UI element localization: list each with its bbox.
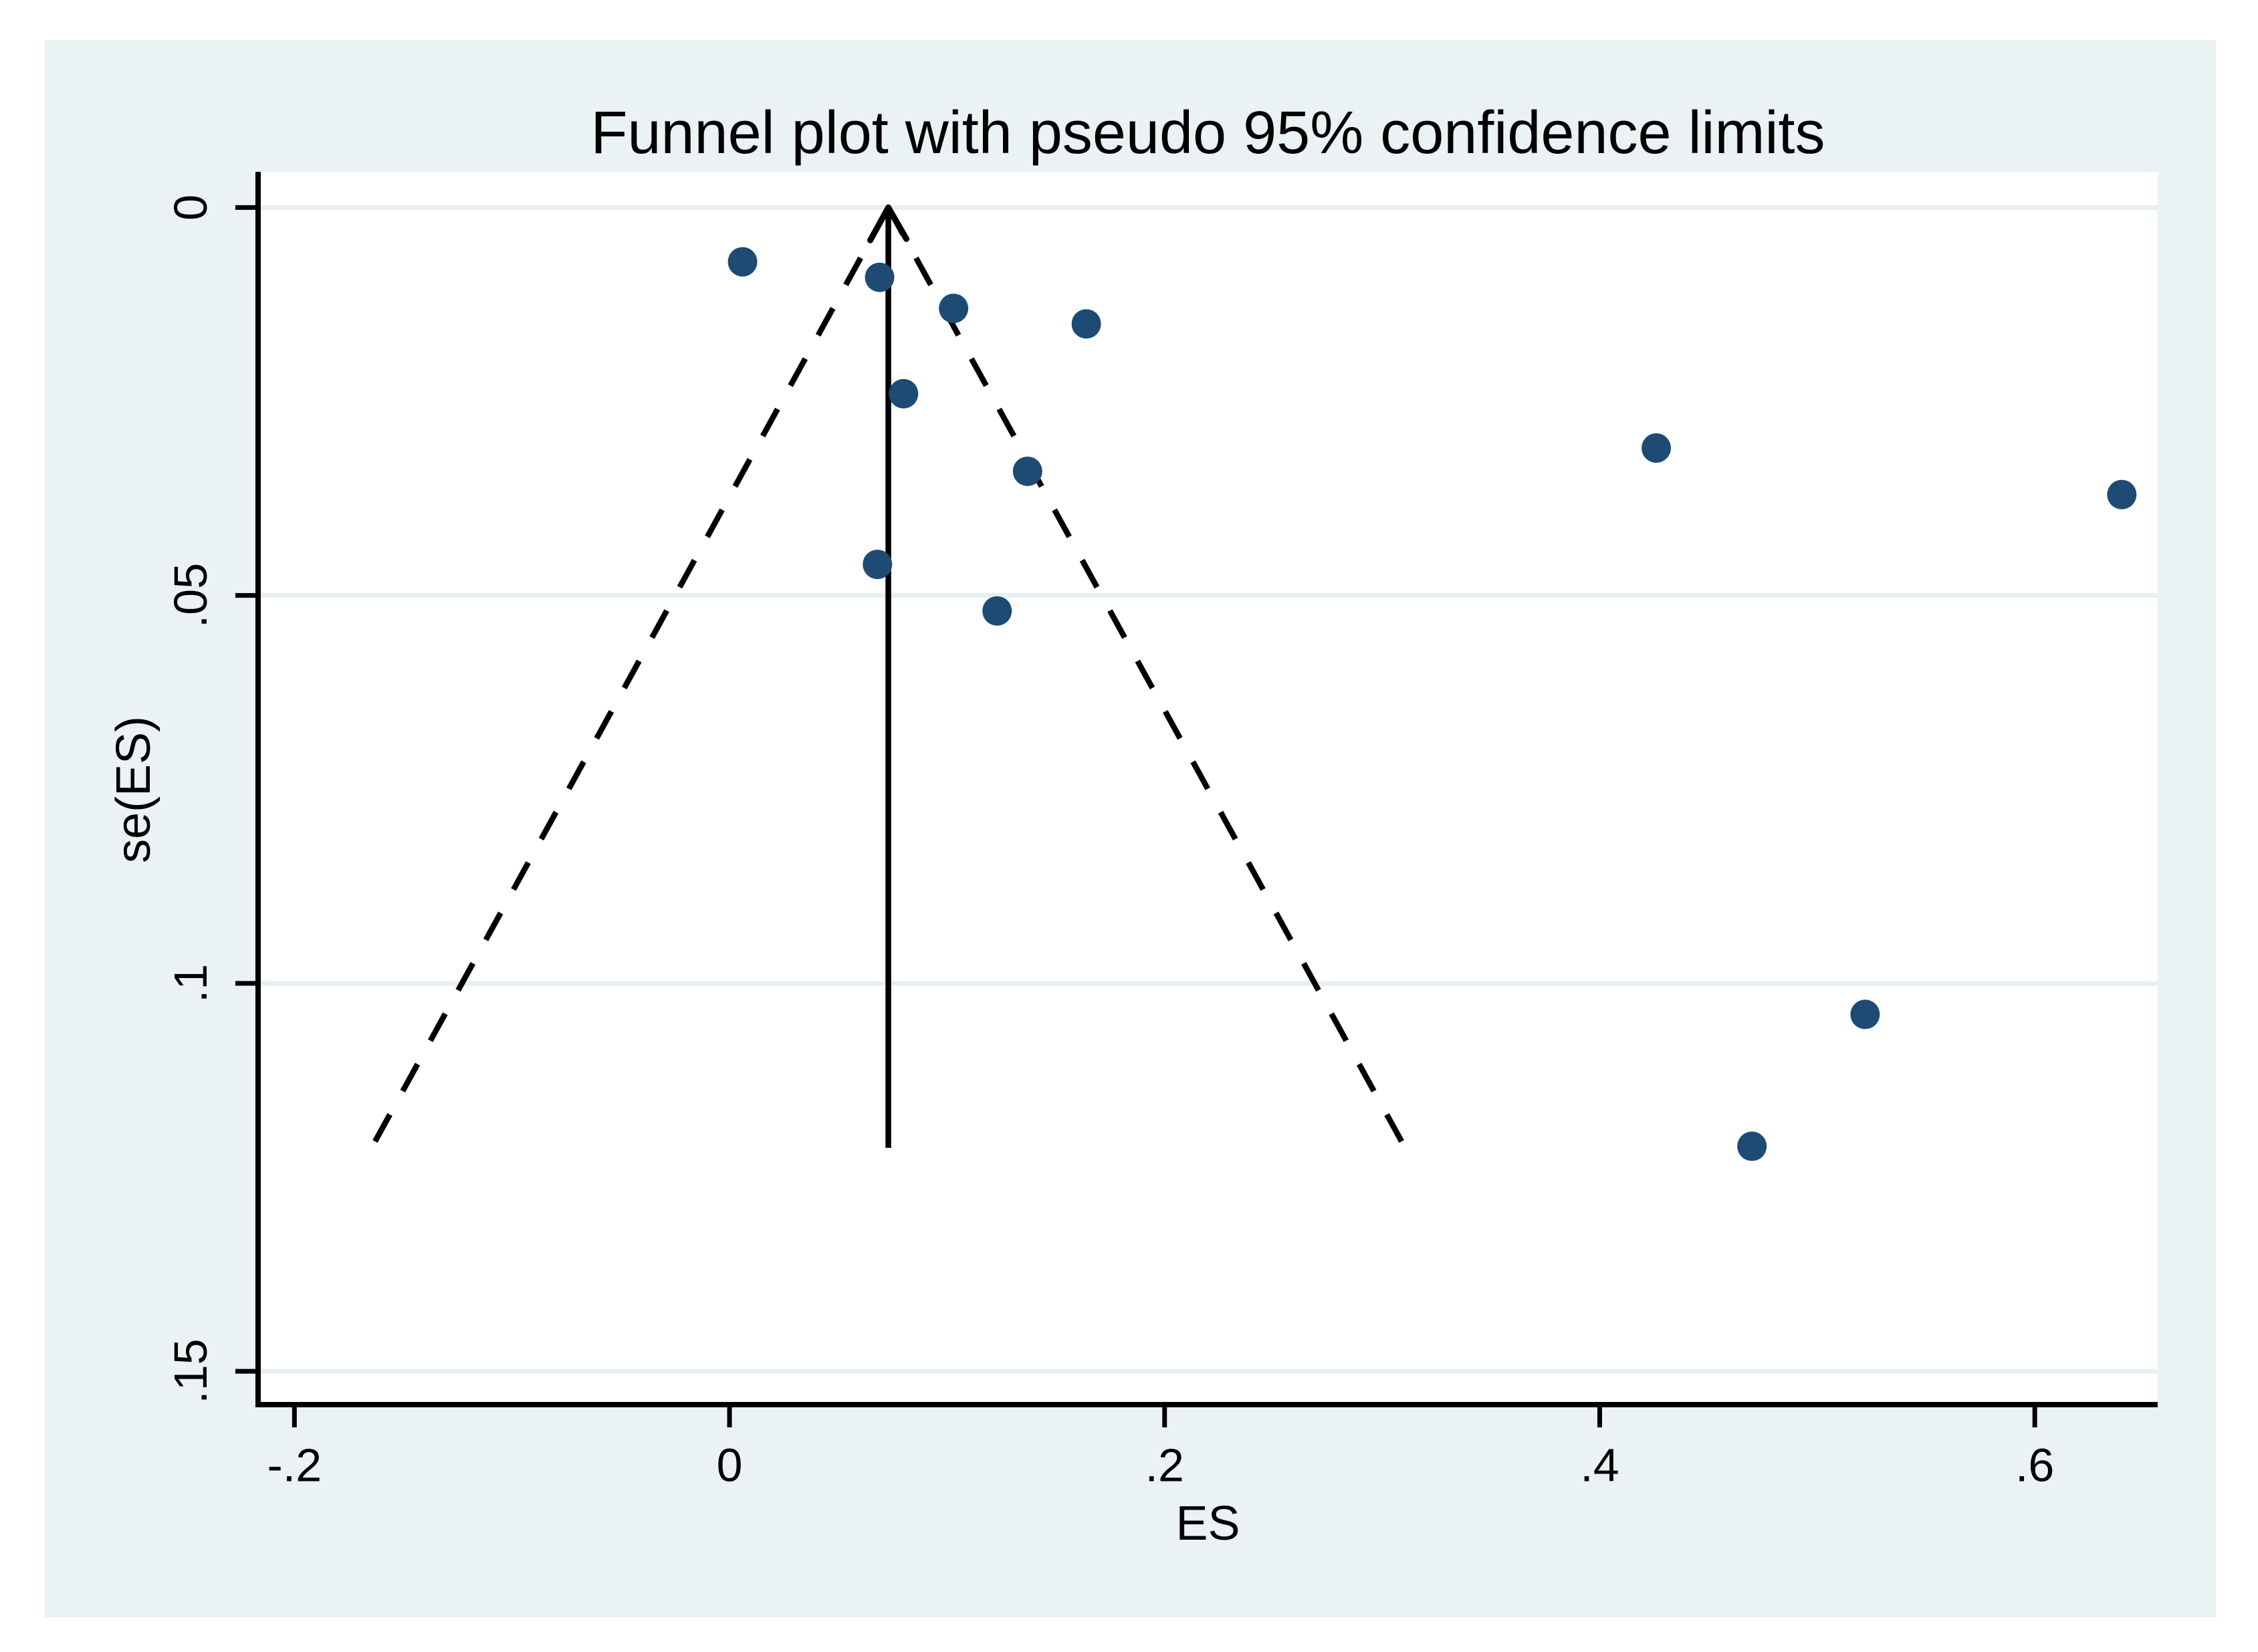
x-axis-title: ES <box>1175 1497 1240 1550</box>
study-marker <box>1071 309 1101 339</box>
arrowhead-right-barb <box>885 204 910 242</box>
study-marker <box>865 262 895 292</box>
y-tick-label: .1 <box>164 964 217 1003</box>
study-marker <box>727 247 758 277</box>
study-marker <box>1642 433 1672 463</box>
y-tick-label: .15 <box>164 1338 217 1403</box>
x-tick-label: .6 <box>2015 1439 2054 1491</box>
y-tick-label: 0 <box>164 195 217 221</box>
study-marker <box>1737 1131 1767 1161</box>
chart-title: Funnel plot with pseudo 95% confidence l… <box>590 100 1825 166</box>
arrowhead-left-barb <box>867 204 892 243</box>
study-marker <box>1850 999 1880 1030</box>
y-tick-label: .05 <box>164 563 217 628</box>
study-marker <box>863 550 893 580</box>
x-tick-label: .4 <box>1580 1439 1619 1491</box>
y-axis-title: se(ES) <box>107 715 160 864</box>
study-marker <box>939 293 969 324</box>
x-tick-label: -.2 <box>267 1439 322 1491</box>
funnel-right-ci-line <box>885 206 1408 1149</box>
x-tick-label: .2 <box>1145 1439 1184 1491</box>
funnel-left-ci-line <box>368 206 891 1149</box>
study-marker <box>2107 479 2137 509</box>
x-tick-label: 0 <box>717 1439 743 1491</box>
study-marker <box>1012 456 1042 486</box>
study-marker <box>982 596 1012 626</box>
study-marker <box>889 378 919 408</box>
